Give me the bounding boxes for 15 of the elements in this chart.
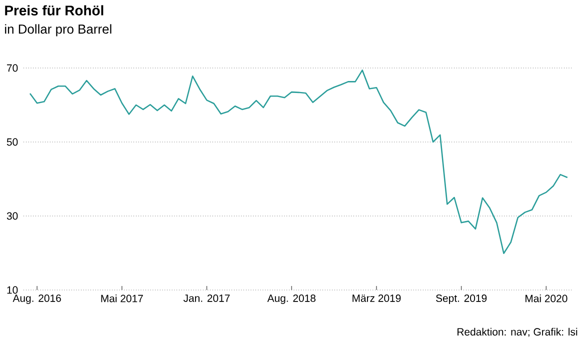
- y-tick-label: 50: [6, 138, 18, 146]
- y-tick-label: 10: [7, 286, 18, 294]
- x-tick-label: Sept. 2019: [436, 294, 487, 304]
- line-series: [29, 70, 568, 254]
- y-tick-label: 30: [6, 212, 18, 220]
- x-tick-label: Jan. 2017: [183, 294, 230, 302]
- x-tick-label: Aug. 2018: [267, 294, 316, 304]
- text: Redaktion: nav; Grafik: lsi: [458, 328, 578, 337]
- chart-subtitle: in Dollar pro Barrel: [5, 24, 112, 36]
- y-tick-label: 70: [7, 64, 18, 72]
- x-tick-label: März 2019: [352, 294, 401, 302]
- x-tick-label: Mai 2020: [526, 294, 568, 302]
- chart-title: Preis für Rohöl: [5, 5, 104, 16]
- x-tick-label: Mai 2017: [101, 294, 143, 302]
- x-tick-label: Aug. 2016: [12, 294, 61, 304]
